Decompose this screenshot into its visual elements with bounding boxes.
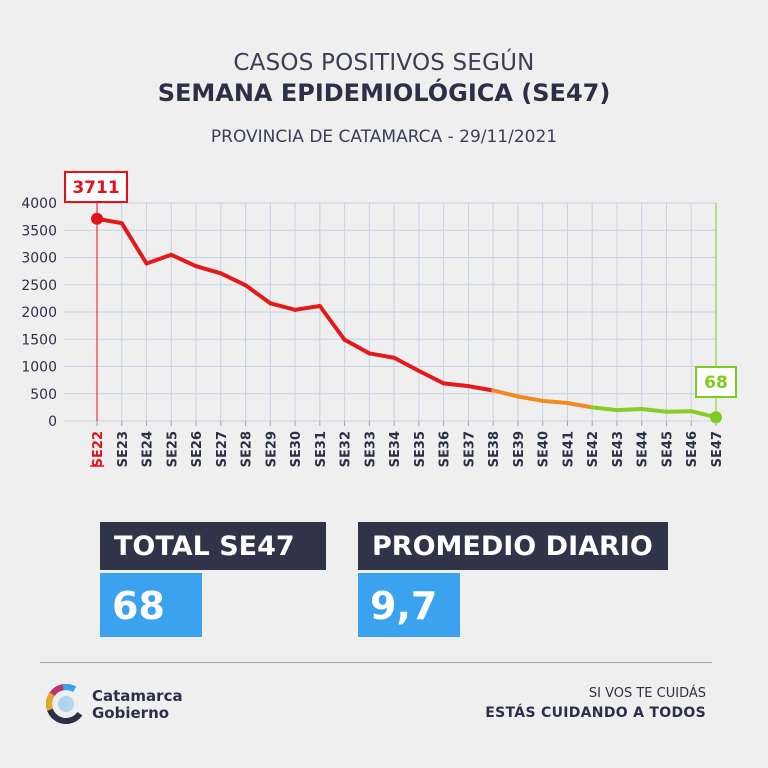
slogan-line2: ESTÁS CUIDANDO A TODOS (485, 705, 706, 721)
footer-divider (40, 662, 712, 663)
x-tick-label: SE42 (586, 431, 601, 467)
x-tick-label: SE26 (190, 431, 205, 467)
series-line-segment (639, 407, 669, 414)
chart-title-line1: CASOS POSITIVOS SEGÚN (233, 50, 535, 76)
chart-title-line2: SEMANA EPIDEMIOLÓGICA (SE47) (157, 79, 611, 107)
series-line-segment (293, 304, 322, 312)
logo-line2: Gobierno (92, 704, 170, 722)
x-tick-label: SE24 (141, 431, 156, 467)
x-tick-label: SE33 (363, 431, 378, 467)
x-tick-label: SE37 (462, 431, 477, 467)
y-tick-label: 2000 (21, 305, 57, 321)
x-tick-label: SE29 (264, 431, 279, 467)
x-tick-label: SE27 (215, 431, 230, 467)
x-tick-label: SE46 (685, 431, 700, 467)
y-tick-label: 3500 (21, 223, 57, 239)
catamarca-logo-icon (46, 684, 86, 724)
series-line-segment (392, 355, 421, 373)
x-tick-label: SE31 (314, 431, 329, 467)
x-tick-label: SE30 (289, 431, 304, 467)
x-tick-label: SE28 (240, 431, 255, 467)
series-line-segment (614, 407, 644, 413)
series-line-segment (416, 368, 446, 386)
total-value: 68 (100, 573, 202, 637)
series-line-segment (367, 351, 397, 360)
x-tick-label: SE45 (660, 431, 675, 467)
series-line-segment (491, 388, 520, 399)
chart-subtitle: PROVINCIA DE CATAMARCA - 29/11/2021 (210, 127, 558, 147)
series-line-segment (515, 394, 545, 403)
x-tick-label: SE40 (537, 431, 552, 467)
logo-line1: Catamarca (92, 687, 183, 705)
annotation-label: 68 (704, 373, 728, 393)
avg-label: PROMEDIO DIARIO (358, 522, 668, 570)
line-chart: 0 500 1000 1500 2000 2500 3000 3500 4000 SE22 SE23… (21, 171, 737, 467)
series-line-segment (169, 252, 199, 269)
annotation-label: 3711 (72, 178, 119, 198)
y-tick-label: 500 (30, 387, 57, 403)
series-line-segment (194, 264, 223, 276)
x-tick-label: SE22 (91, 431, 106, 467)
series-line-segment (342, 337, 372, 356)
avg-value: 9,7 (358, 573, 460, 637)
series-line-segment (590, 405, 619, 413)
series-line-segment (540, 398, 570, 406)
x-tick-label: SE36 (438, 431, 453, 467)
series-line-segment (441, 381, 471, 389)
series-line-segment (565, 401, 595, 410)
series-line-segment (119, 221, 149, 266)
x-tick-label: SE47 (710, 431, 725, 467)
series-line-segment (466, 384, 496, 393)
series-line-segment (144, 252, 174, 266)
total-label: TOTAL SE47 (100, 522, 326, 570)
annotation-box (695, 366, 737, 398)
slogan-line1: SI VOS TE CUIDÁS (588, 686, 706, 701)
y-tick-label: 0 (48, 414, 57, 430)
y-tick-label: 2500 (21, 278, 57, 294)
x-tick-label: SE23 (116, 431, 131, 467)
highlight-point (710, 411, 722, 424)
x-tick-label: SE43 (611, 431, 626, 467)
x-tick-label: SE25 (165, 431, 180, 467)
y-tick-label: 3000 (21, 251, 57, 267)
x-tick-label: SE34 (388, 431, 403, 467)
x-tick-label: SE32 (339, 431, 354, 467)
x-tick-label: SE39 (512, 431, 527, 467)
series-line-segment (218, 271, 248, 288)
logo-wordmark: Catamarca Gobierno (92, 688, 183, 722)
highlight-point (91, 212, 103, 225)
annotation-box (64, 171, 128, 203)
y-tick-label: 1500 (21, 332, 57, 348)
y-tick-label: 1000 (21, 360, 57, 376)
series-line-segment (317, 304, 347, 342)
series-line-segment (268, 301, 298, 312)
x-tick-label: SE44 (636, 431, 651, 467)
x-tick-label: SE35 (413, 431, 428, 467)
x-tick-label: SE38 (487, 431, 502, 467)
x-tick-label: SE41 (561, 431, 576, 467)
series-line-segment (664, 409, 694, 414)
series-line-segment (243, 283, 273, 306)
y-tick-label: 4000 (21, 196, 57, 212)
